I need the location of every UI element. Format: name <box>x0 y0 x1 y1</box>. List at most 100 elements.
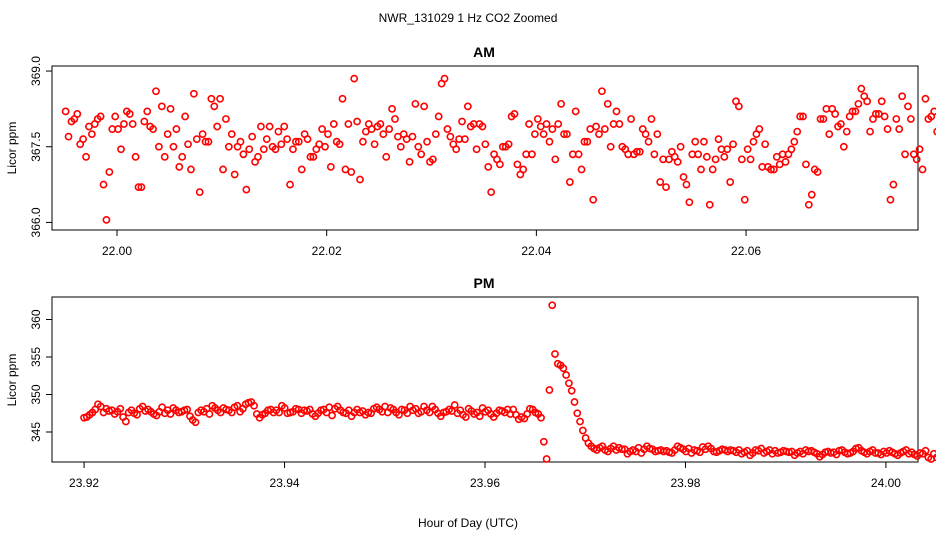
am-data-point <box>114 125 122 133</box>
am-data-point <box>679 173 688 181</box>
am-data-point <box>347 168 356 176</box>
am-data-point <box>239 150 248 159</box>
am-data-point <box>379 130 388 139</box>
am-data-point <box>793 127 802 136</box>
am-data-point <box>682 180 691 189</box>
pm-x-tick-label: 23.98 <box>670 476 700 490</box>
pm-data-point <box>250 401 258 410</box>
am-data-point <box>207 94 216 103</box>
am-data-point <box>796 112 805 121</box>
am-data-point <box>128 120 137 128</box>
am-data-point <box>335 140 344 149</box>
am-data-point <box>230 170 239 179</box>
am-data-point <box>353 117 361 126</box>
am-data-point <box>525 120 533 128</box>
am-data-point <box>720 152 729 161</box>
am-data-point <box>930 107 936 116</box>
am-data-point <box>478 122 487 131</box>
pm-data-point <box>548 301 557 310</box>
am-data-point <box>565 178 574 186</box>
pm-data-point <box>275 408 284 417</box>
pm-data-point <box>539 437 548 446</box>
pm-data-point <box>570 398 579 406</box>
am-data-point <box>382 152 391 161</box>
am-data-point <box>837 120 845 128</box>
am-data-point <box>598 87 606 96</box>
am-data-point <box>458 117 466 126</box>
am-data-point <box>137 183 146 192</box>
pm-data-point <box>542 455 551 463</box>
am-data-point <box>172 125 181 133</box>
am-data-point <box>321 142 329 151</box>
am-data-point <box>484 163 493 171</box>
pm-y-tick-label: 355 <box>29 347 43 367</box>
am-data-point <box>548 125 557 133</box>
am-data-point <box>370 140 379 149</box>
am-data-point <box>204 137 213 146</box>
pm-y-tick-label: 350 <box>29 384 43 404</box>
am-data-point <box>799 112 807 121</box>
am-data-point <box>589 195 598 204</box>
am-data-point <box>729 140 737 149</box>
am-data-point <box>886 195 895 204</box>
am-data-point <box>216 94 224 103</box>
am-data-point <box>691 137 700 146</box>
am-x-tick-label: 22.00 <box>102 244 132 258</box>
am-data-point <box>96 112 105 121</box>
am-data-point <box>338 94 347 103</box>
am-data-point <box>120 120 128 128</box>
am-data-point <box>376 120 385 128</box>
am-data-point <box>571 107 580 116</box>
am-data-point <box>877 97 886 106</box>
am-data-point <box>487 188 496 197</box>
am-data-point <box>99 180 108 189</box>
am-data-point <box>807 190 816 199</box>
am-data-point <box>277 140 286 149</box>
am-data-point <box>289 145 297 154</box>
am-x-axis: 22.00 22.02 22.04 22.06 <box>102 229 761 258</box>
am-data-point <box>662 183 670 192</box>
am-data-point <box>274 127 283 136</box>
am-data-point <box>673 157 682 166</box>
am-data-point <box>813 168 822 176</box>
am-data-point <box>117 145 125 154</box>
pm-y-axis-label: Licor ppm <box>5 354 19 407</box>
am-x-tick-label: 22.02 <box>312 244 342 258</box>
am-data-point <box>160 152 169 161</box>
am-data-point <box>539 130 548 139</box>
am-data-point <box>140 117 149 126</box>
am-data-point <box>82 152 90 161</box>
pm-data-point <box>551 350 559 358</box>
am-data-point <box>802 160 810 169</box>
am-data-point <box>854 99 863 108</box>
am-data-point <box>857 84 866 93</box>
pm-data-point <box>183 405 192 414</box>
am-data-point <box>656 178 665 186</box>
am-data-point <box>79 135 88 144</box>
am-data-point <box>391 115 399 123</box>
am-data-point <box>463 102 472 111</box>
am-data-point <box>892 115 901 123</box>
am-data-point <box>883 125 892 133</box>
am-data-point <box>385 125 394 133</box>
pm-y-tick-label: 345 <box>29 422 43 442</box>
am-data-point <box>839 142 848 151</box>
am-data-point <box>64 132 73 141</box>
panel-am: AM 22.00 22.02 22.04 22.06 366.0367.5369.0 … <box>5 44 936 258</box>
am-data-point <box>863 97 872 106</box>
am-data-point <box>259 145 268 154</box>
am-data-point <box>248 132 257 141</box>
am-data-point <box>192 135 201 144</box>
pm-data-point <box>562 371 571 379</box>
am-data-point <box>787 145 796 154</box>
am-data-point <box>600 125 609 133</box>
pm-data-point <box>121 417 130 426</box>
pm-data-point <box>545 386 554 394</box>
am-data-point <box>166 104 175 113</box>
pm-x-tick-label: 23.94 <box>270 476 300 490</box>
am-data-point <box>152 87 160 96</box>
am-data-point <box>396 142 405 151</box>
am-data-point <box>513 160 522 169</box>
pm-x-tick-label: 23.92 <box>69 476 99 490</box>
